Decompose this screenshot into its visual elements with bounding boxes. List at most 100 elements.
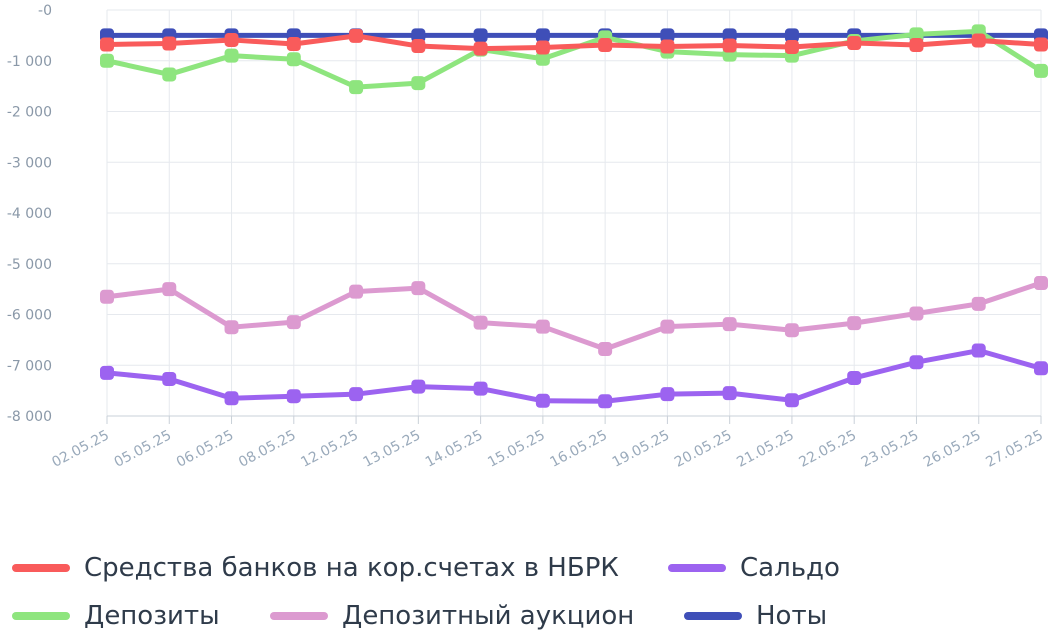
- data-point: [473, 315, 488, 330]
- data-point: [1034, 276, 1048, 291]
- legend-swatch: [270, 612, 328, 620]
- line-chart: -0 -1 000 -2 000 -3 000 -4 000 -5 000 -6 000 -7…: [7, 3, 1048, 471]
- y-tick-label: -2 000: [7, 105, 52, 121]
- data-point: [784, 40, 799, 55]
- series-layer: [100, 24, 1048, 409]
- data-point: [535, 28, 550, 43]
- x-tick-label: 16.05.25: [547, 427, 610, 470]
- x-tick-label: 14.05.25: [423, 427, 486, 470]
- data-point: [349, 284, 364, 299]
- y-tick-label: -7 000: [7, 358, 52, 374]
- data-point: [162, 36, 177, 51]
- data-point: [100, 289, 114, 304]
- x-tick-label: 12.05.25: [298, 427, 361, 470]
- data-point: [1034, 361, 1048, 376]
- data-point: [535, 51, 550, 66]
- data-point: [224, 320, 239, 335]
- data-point: [224, 48, 239, 63]
- data-point: [598, 394, 613, 409]
- data-point: [1034, 37, 1048, 52]
- grid: [106, 9, 1042, 417]
- x-tick-label: 06.05.25: [174, 427, 237, 470]
- data-point: [909, 306, 924, 321]
- data-point: [286, 315, 301, 330]
- data-point: [224, 32, 239, 47]
- data-point: [535, 40, 550, 55]
- data-point: [971, 33, 986, 48]
- data-point: [909, 27, 924, 42]
- y-axis: -0 -1 000 -2 000 -3 000 -4 000 -5 000 -6 000 -7…: [7, 3, 52, 425]
- x-tick-label: 05.05.25: [112, 427, 175, 470]
- y-tick-label: -8 000: [7, 409, 52, 425]
- data-point: [847, 35, 862, 50]
- data-point: [784, 28, 799, 43]
- legend-item-bank-funds[interactable]: Средства банков на кор.счетах в НБРК: [12, 553, 619, 583]
- legend-swatch: [684, 612, 742, 620]
- legend-label: Депозиты: [84, 601, 220, 631]
- data-point: [286, 37, 301, 52]
- x-tick-label: 20.05.25: [672, 427, 735, 470]
- data-point: [1034, 63, 1048, 78]
- y-tick-label: -1 000: [7, 54, 52, 70]
- legend-item-deposit-auction[interactable]: Депозитный аукцион: [270, 601, 634, 631]
- x-axis: 02.05.25 05.05.25 06.05.25 08.05.25 12.05.25…: [49, 415, 1046, 471]
- data-point: [224, 391, 239, 406]
- x-tick-label: 13.05.25: [361, 427, 424, 470]
- data-point: [660, 319, 675, 334]
- series-line: [104, 348, 1044, 404]
- data-point: [349, 387, 364, 402]
- data-point: [971, 343, 986, 358]
- data-point: [162, 67, 177, 82]
- data-point: [100, 53, 114, 68]
- data-point: [660, 387, 675, 402]
- data-point: [909, 38, 924, 53]
- data-point: [909, 355, 924, 370]
- data-point: [411, 39, 426, 54]
- data-point: [411, 379, 426, 394]
- legend-swatch: [12, 612, 70, 620]
- y-tick-label: -0: [38, 3, 52, 19]
- data-point: [784, 323, 799, 338]
- data-point: [473, 381, 488, 396]
- legend-item-deposits[interactable]: Депозиты: [12, 601, 220, 631]
- x-tick-label: 23.05.25: [859, 427, 922, 470]
- data-point: [722, 38, 737, 53]
- data-point: [722, 386, 737, 401]
- series-line: [104, 280, 1044, 352]
- legend-item-notes[interactable]: Ноты: [684, 601, 827, 631]
- data-point: [847, 316, 862, 331]
- data-point: [598, 342, 613, 357]
- data-point: [286, 52, 301, 67]
- x-tick-label: 22.05.25: [797, 427, 860, 470]
- data-point: [411, 281, 426, 296]
- data-point: [535, 393, 550, 408]
- x-tick-label: 26.05.25: [921, 427, 984, 470]
- series-line: [104, 33, 1044, 52]
- data-point: [598, 38, 613, 53]
- data-point: [971, 296, 986, 311]
- legend-label: Средства банков на кор.счетах в НБРК: [84, 553, 619, 583]
- y-tick-label: -4 000: [7, 206, 52, 222]
- data-point: [660, 39, 675, 54]
- x-tick-label: 08.05.25: [236, 427, 299, 470]
- data-point: [100, 365, 114, 380]
- data-point: [411, 28, 426, 43]
- y-tick-label: -5 000: [7, 257, 52, 273]
- legend-swatch: [668, 564, 726, 572]
- x-tick-label: 19.05.25: [610, 427, 673, 470]
- y-tick-label: -6 000: [7, 308, 52, 324]
- legend-swatch: [12, 564, 70, 572]
- legend-item-saldo[interactable]: Сальдо: [668, 553, 840, 583]
- data-point: [722, 317, 737, 332]
- data-point: [473, 28, 488, 43]
- data-point: [411, 76, 426, 91]
- data-point: [286, 389, 301, 404]
- data-point: [847, 370, 862, 385]
- x-tick-label: 27.05.25: [983, 427, 1046, 470]
- data-point: [784, 393, 799, 408]
- data-point: [660, 28, 675, 43]
- data-point: [100, 37, 114, 52]
- data-point: [535, 319, 550, 334]
- x-tick-label: 15.05.25: [485, 427, 548, 470]
- legend-label: Сальдо: [740, 553, 840, 583]
